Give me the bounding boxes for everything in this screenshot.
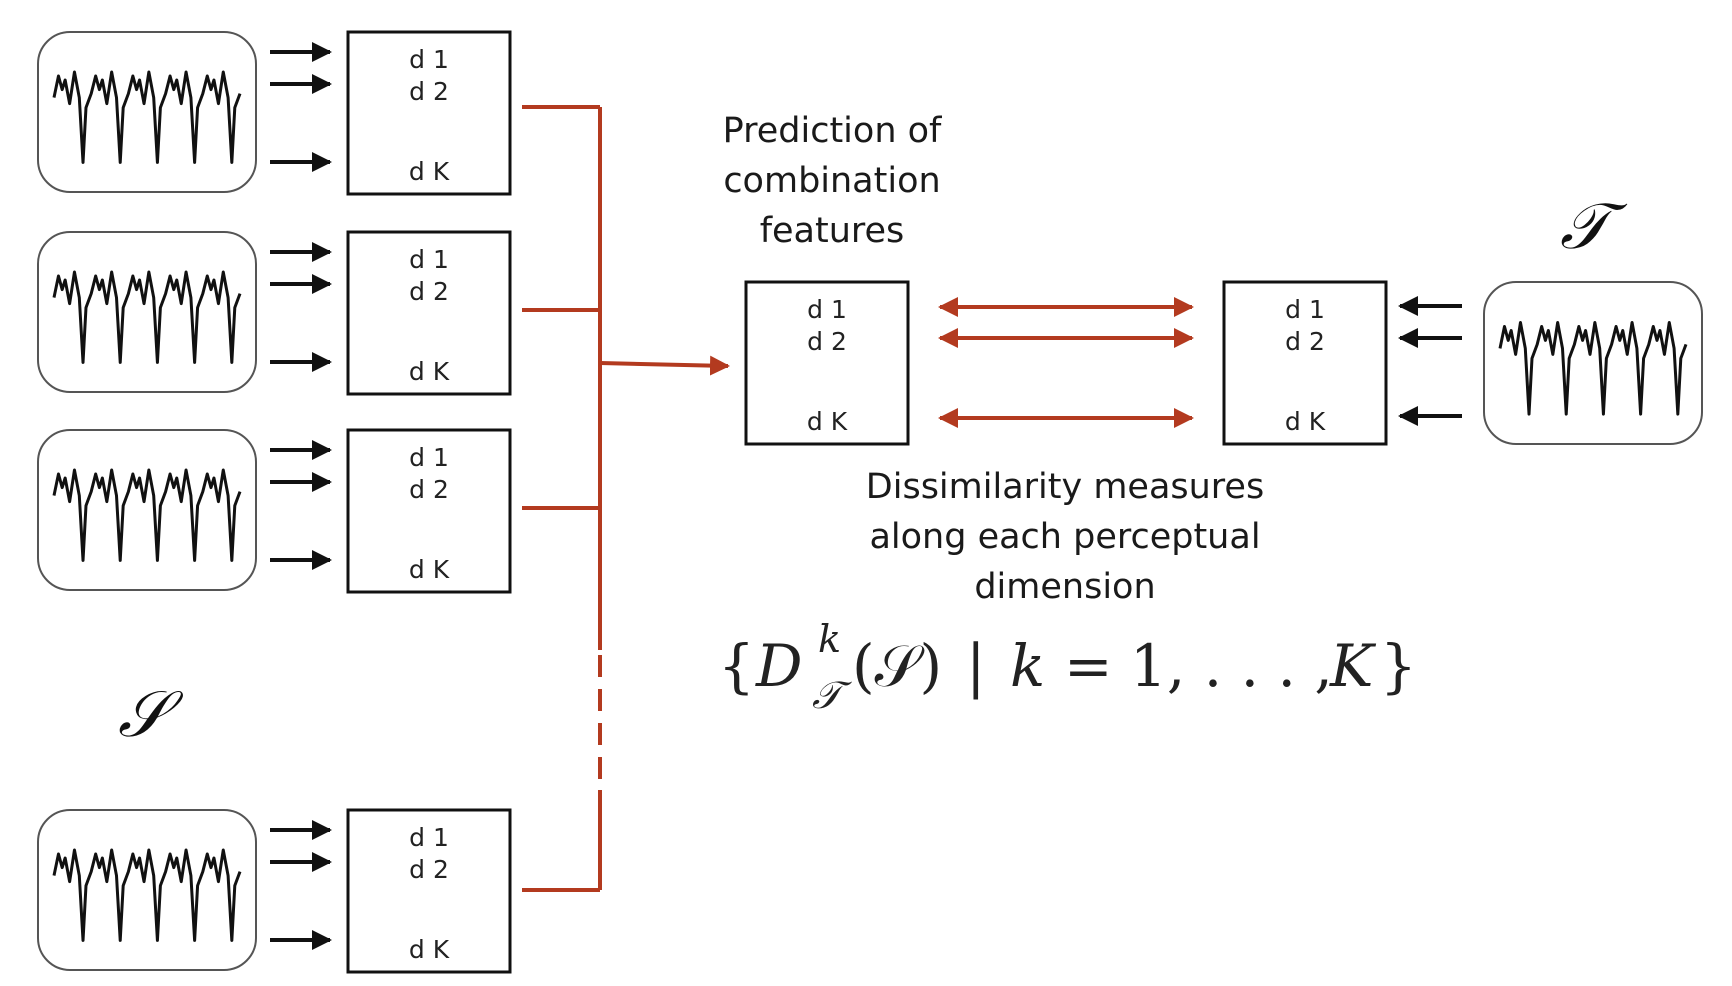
prediction-label: Prediction of combination features [723,111,942,251]
source-feature-box-2: d 1 d 2 d K [346,230,512,396]
connector-to-prediction-arrow [599,355,730,376]
source-waveform-1-frame [37,31,257,193]
prediction-feature-box-label-d2: d 2 [807,327,847,356]
connector-tree [522,105,730,892]
dissimilarity-formula: { D k 𝒯 (𝒮) | k = 1, . . . , K } [718,617,1417,717]
prediction-feature-box-label-dK: d K [807,407,848,436]
source-waveform-4-frame [37,809,257,971]
target-feature-box-label-d1: d 1 [1285,295,1325,324]
source-feature-box-4: d 1 d 2 d K [346,808,512,974]
source-feature-box-3: d 1 d 2 d K [346,428,512,594]
source-waveform-1-signal [52,70,242,164]
source-waveform-1 [37,31,257,193]
formula-K: K [1329,632,1377,700]
source-waveform-2-signal [52,270,242,364]
dissimilarity-label-line-3: dimension [974,567,1155,607]
source-feature-box-2-frame [346,230,512,396]
source-waveform-3-signal [52,468,242,562]
source-feature-box-4-label-dK: d K [409,935,450,964]
target-feature-box-label-d2: d 2 [1285,327,1325,356]
formula-subscript: 𝒯 [812,673,852,717]
feature-box-layer: d 1d 2d Kd 1d 2d Kd 1d 2d Kd 1d 2d Kd 1d… [346,30,1388,974]
source-feature-box-2-label-dK: d K [409,357,450,386]
formula-open-brace: { [718,632,755,700]
source-waveform-4 [37,809,257,971]
source-feature-box-3-label-d2: d 2 [409,475,449,504]
formula-argument: (𝒮) [852,632,942,700]
target-waveform-frame [1483,281,1703,445]
prediction-feature-box-label-d1: d 1 [807,295,847,324]
formula-close-brace: } [1380,632,1417,700]
source-waveform-2 [37,231,257,393]
prediction-label-line-3: features [760,211,905,251]
source-feature-box-4-label-d1: d 1 [409,823,449,852]
formula-range: 1, . . . , [1130,632,1333,700]
target-feature-box-label-dK: d K [1285,407,1326,436]
prediction-feature-box: d 1 d 2 d K [744,280,910,446]
source-feature-box-4-frame [346,808,512,974]
formula-bar: | [966,632,986,700]
source-waveform-2-frame [37,231,257,393]
source-feature-box-1-label-d1: d 1 [409,45,449,74]
source-feature-box-3-frame [346,428,512,594]
prediction-label-line-1: Prediction of [723,111,942,151]
target-waveform-signal [1498,321,1688,416]
source-waveform-3-frame [37,429,257,591]
source-feature-box-3-label-d1: d 1 [409,443,449,472]
formula-D: D [755,632,803,700]
dissimilarity-label: Dissimilarity measures along each percep… [866,467,1264,607]
target-symbol: 𝒯 [1560,190,1628,264]
input-arrow-layer [270,42,1462,950]
formula-k: k [1010,632,1045,700]
formula-equals: = [1064,632,1113,700]
source-feature-box-1-frame [346,30,512,196]
target-waveform [1483,281,1703,445]
dissimilarity-label-line-2: along each perceptual [869,517,1260,557]
source-feature-box-3-label-dK: d K [409,555,450,584]
dissimilarity-arrows [938,297,1194,428]
source-feature-box-1: d 1 d 2 d K [346,30,512,196]
waveform-layer [37,31,1703,971]
target-feature-box: d 1 d 2 d K [1222,280,1388,446]
source-waveform-4-signal [52,848,242,942]
dissimilarity-label-line-1: Dissimilarity measures [866,467,1264,507]
source-feature-box-2-label-d1: d 1 [409,245,449,274]
prediction-label-line-2: combination [723,161,940,201]
source-waveform-3 [37,429,257,591]
source-feature-box-1-label-d2: d 2 [409,77,449,106]
source-symbol: 𝒮 [118,678,184,752]
source-feature-box-2-label-d2: d 2 [409,277,449,306]
target-feature-box-frame [1222,280,1388,446]
prediction-feature-box-frame [744,280,910,446]
formula-superscript: k [818,617,841,661]
source-feature-box-4-label-d2: d 2 [409,855,449,884]
source-feature-box-1-label-dK: d K [409,157,450,186]
